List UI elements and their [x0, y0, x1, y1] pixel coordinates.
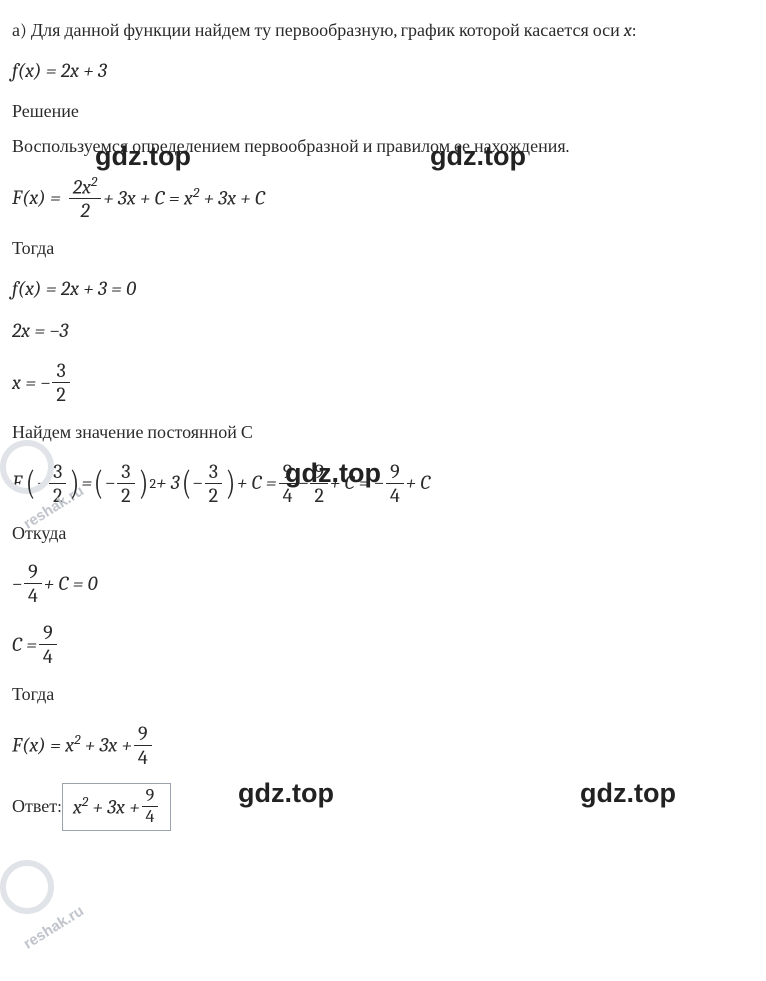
minus: − — [298, 469, 308, 497]
lparen-icon: ( — [26, 460, 35, 508]
reshak-watermark: reshak.ru — [20, 901, 88, 955]
colon: : — [632, 20, 637, 41]
antiderivative-form: F(x) = 2x2 2 + 3x + C = x2 + 3x + C — [12, 174, 754, 223]
math-expr: f(x) = 2x + 3 — [12, 57, 107, 85]
f-definition: f(x) = 2x + 3 — [12, 57, 754, 85]
F-evaluation: F ( − 32 ) = ( − 32 ) 2 + 3 ( − 32 ) + C… — [12, 460, 754, 508]
math-expr: f(x) = 2x + 3 = 0 — [12, 275, 136, 303]
frac-den: 2 — [52, 383, 69, 406]
C-value: C = 94 — [12, 621, 754, 668]
rparen-icon: ) — [226, 460, 235, 508]
lparen-icon: ( — [181, 460, 190, 508]
answer-expr: x2 + 3x + — [73, 792, 140, 822]
frac-den: 2 — [80, 199, 89, 222]
minus: − — [37, 469, 47, 497]
lparen-icon: ( — [94, 460, 103, 508]
fraction: 94 — [134, 722, 152, 769]
x-value: x = − 3 2 — [12, 359, 754, 406]
fraction: 3 2 — [52, 359, 69, 406]
exponent: 2 — [150, 474, 157, 494]
F-lhs: F(x) = — [12, 184, 61, 212]
fraction: 94 — [39, 621, 57, 668]
answer-line: Ответ: x2 + 3x + 94 — [12, 783, 754, 831]
minus: − — [193, 469, 203, 497]
plus3: + 3 — [156, 469, 179, 497]
tail: + C = 0 — [44, 570, 98, 598]
eq-2x: 2x = −3 — [12, 317, 754, 345]
plusC: + C = — [237, 469, 277, 497]
fraction: 32 — [49, 460, 66, 507]
frac-num: 2x2 — [73, 174, 98, 199]
fraction: 94 — [279, 460, 297, 507]
C-equation-zero: − 94 + C = 0 — [12, 560, 754, 607]
rparen-icon: ) — [138, 460, 147, 508]
minus: − — [12, 570, 22, 598]
find-constant-text: Найдем значение постоянной С — [12, 420, 754, 445]
fraction: 32 — [117, 460, 134, 507]
problem-intro: а) Для данной функции найдем ту первообр… — [12, 20, 624, 41]
whence-label: Откуда — [12, 521, 754, 546]
fx-zero: f(x) = 2x + 3 = 0 — [12, 275, 754, 303]
answer-label: Ответ: — [12, 794, 62, 819]
plusC: + C — [406, 469, 431, 497]
eq: = — [81, 469, 92, 497]
plusC: + C = − — [330, 469, 384, 497]
F-letter: F — [12, 469, 22, 497]
F-mid: + 3x + C = x2 + 3x + C — [103, 183, 265, 213]
fraction: 2x2 2 — [69, 174, 102, 223]
fraction: 94 — [142, 786, 159, 828]
fraction: 92 — [310, 460, 328, 507]
frac-num: 3 — [52, 359, 69, 383]
axis-var: x — [624, 20, 632, 41]
problem-statement: а) Для данной функции найдем ту первообр… — [12, 18, 754, 43]
F-lhs: F(x) = x2 + 3x + — [12, 730, 132, 760]
fraction: 94 — [24, 560, 42, 607]
rule-text: Воспользуемся определением первообразной… — [12, 134, 754, 159]
fraction: 94 — [386, 460, 404, 507]
then-label: Тогда — [12, 236, 754, 261]
x-lhs: x = − — [12, 369, 50, 397]
minus: − — [105, 469, 115, 497]
F-final: F(x) = x2 + 3x + 94 — [12, 722, 754, 769]
reshak-logo-circle — [0, 860, 54, 914]
solution-heading: Решение — [12, 99, 754, 124]
rparen-icon: ) — [70, 460, 79, 508]
fraction: 32 — [205, 460, 222, 507]
C-lhs: C = — [12, 631, 37, 659]
math-expr: 2x = −3 — [12, 317, 68, 345]
then-label: Тогда — [12, 682, 754, 707]
answer-box: x2 + 3x + 94 — [62, 783, 172, 831]
